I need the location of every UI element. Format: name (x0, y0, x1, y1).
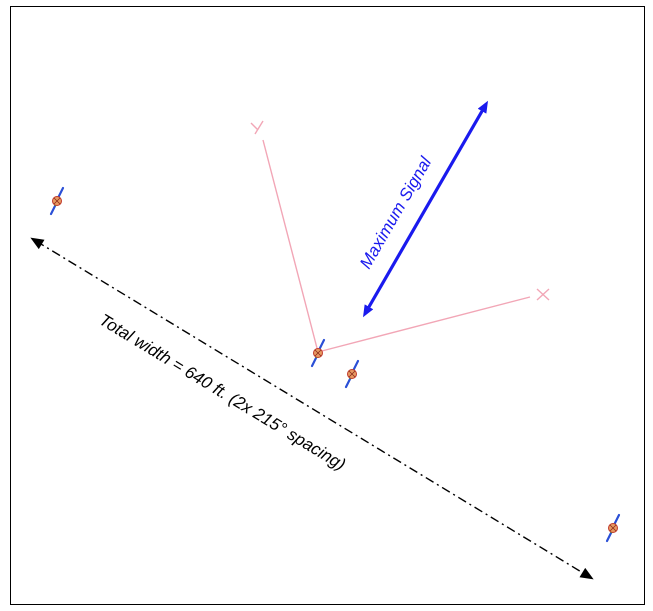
x-mark-icon (250, 120, 264, 135)
diagram-frame (10, 6, 645, 605)
total-width-arrow (30, 237, 594, 580)
